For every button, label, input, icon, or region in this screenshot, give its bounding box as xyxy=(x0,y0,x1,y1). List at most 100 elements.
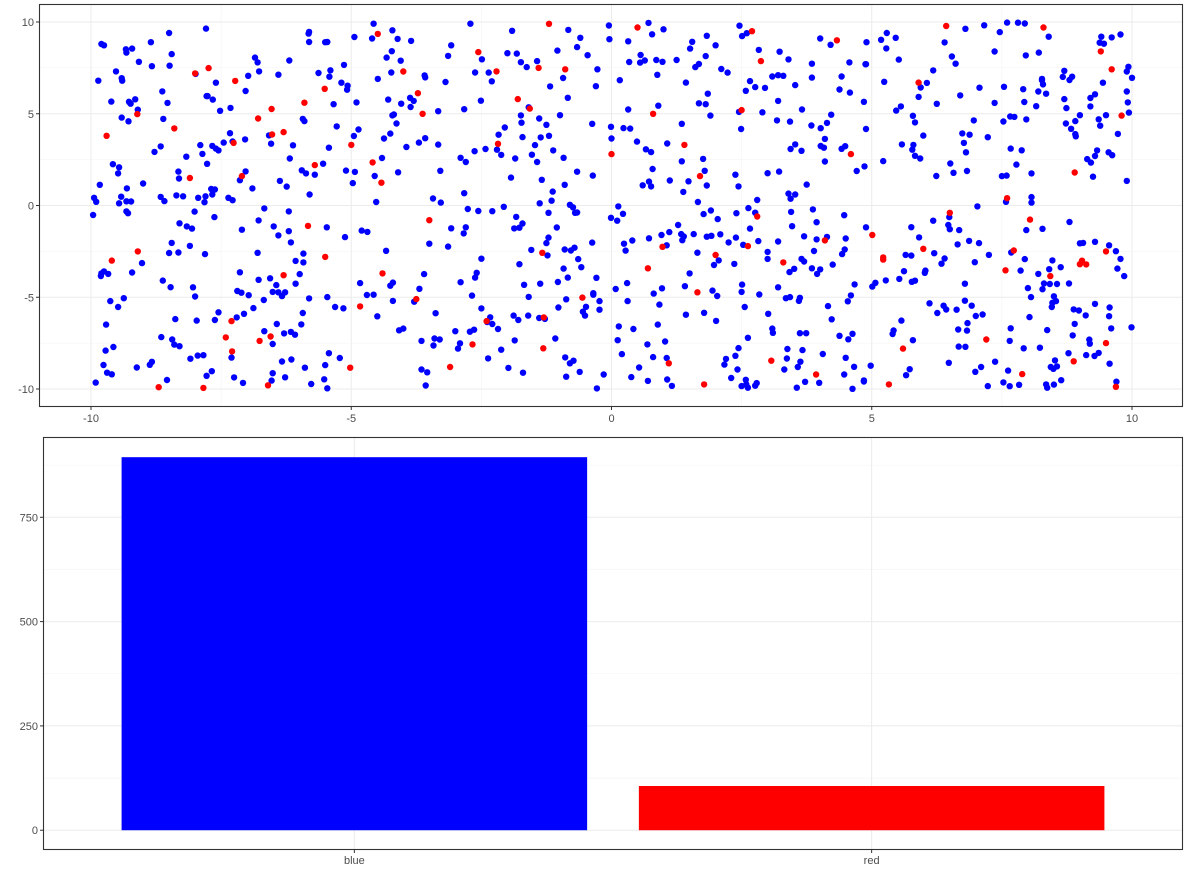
red-point xyxy=(514,95,521,103)
blue-point xyxy=(208,368,215,375)
blue-point xyxy=(605,22,613,29)
red-point xyxy=(608,150,615,158)
blue-point xyxy=(1072,117,1079,125)
red-point xyxy=(356,303,364,310)
blue-point xyxy=(808,74,816,81)
blue-point xyxy=(813,236,820,243)
blue-point xyxy=(275,232,282,239)
blue-point xyxy=(849,330,856,337)
blue-point xyxy=(1061,95,1068,103)
blue-point xyxy=(1063,104,1070,112)
blue-point xyxy=(566,360,574,367)
blue-point xyxy=(325,350,333,357)
red-point xyxy=(562,66,569,73)
blue-point xyxy=(715,257,722,264)
blue-point xyxy=(746,225,754,232)
blue-point xyxy=(788,223,796,230)
blue-point xyxy=(808,60,816,67)
blue-point xyxy=(471,274,479,281)
blue-point xyxy=(639,182,646,189)
blue-point xyxy=(268,377,275,384)
blue-point xyxy=(387,130,394,137)
blue-point xyxy=(722,355,730,363)
blue-point xyxy=(682,79,690,86)
blue-point xyxy=(984,382,991,390)
blue-point xyxy=(644,377,652,385)
blue-point xyxy=(96,181,104,188)
blue-point xyxy=(211,186,219,193)
blue-point xyxy=(1121,272,1128,280)
blue-point xyxy=(592,83,600,90)
blue-point xyxy=(791,265,798,272)
blue-point xyxy=(761,84,769,92)
blue-point xyxy=(536,200,543,207)
blue-point xyxy=(744,334,752,341)
blue-point xyxy=(1026,313,1033,321)
red-point xyxy=(540,345,547,352)
red-point xyxy=(311,161,318,169)
blue-point xyxy=(495,131,502,138)
blue-point xyxy=(945,359,952,366)
blue-point xyxy=(280,330,288,337)
blue-point xyxy=(1108,34,1115,41)
blue-point xyxy=(176,220,183,227)
blue-point xyxy=(800,258,808,265)
blue-point xyxy=(593,274,600,281)
blue-point xyxy=(659,58,666,65)
blue-point xyxy=(168,50,175,58)
blue-point xyxy=(517,59,525,66)
blue-point xyxy=(1003,19,1011,26)
blue-point xyxy=(560,154,567,161)
blue-point xyxy=(1000,379,1007,386)
blue-point xyxy=(984,134,991,141)
blue-point xyxy=(403,143,410,151)
scatter-chart: -10 -5 0 5 10 -10 -5 0 5 10 xyxy=(18,3,1184,425)
blue-point xyxy=(786,268,793,276)
blue-point xyxy=(844,298,851,305)
blue-point xyxy=(273,281,280,289)
blue-point xyxy=(785,190,792,197)
blue-point xyxy=(549,188,556,195)
blue-point xyxy=(628,373,635,381)
blue-point xyxy=(783,355,791,362)
blue-point xyxy=(1123,88,1131,95)
blue-point xyxy=(1108,325,1115,332)
blue-point xyxy=(324,385,331,392)
red-point xyxy=(155,384,162,391)
blue-point xyxy=(872,279,879,286)
blue-point xyxy=(1006,337,1013,345)
y-tick-label: 10 xyxy=(22,17,34,29)
blue-point xyxy=(168,239,175,247)
blue-point xyxy=(1114,265,1121,272)
blue-point xyxy=(388,69,395,76)
blue-point xyxy=(260,296,267,304)
blue-point xyxy=(183,153,190,160)
blue-point xyxy=(963,167,971,175)
blue-point xyxy=(478,305,485,312)
blue-point xyxy=(566,201,574,208)
blue-point xyxy=(735,183,742,190)
blue-point xyxy=(703,32,710,39)
blue-point xyxy=(1093,147,1101,154)
blue-point xyxy=(336,354,343,362)
blue-point xyxy=(1044,326,1051,334)
y-tick-label: 5 xyxy=(28,109,34,121)
blue-point xyxy=(461,106,468,113)
blue-point xyxy=(991,358,999,365)
blue-point xyxy=(1091,238,1099,245)
blue-point xyxy=(1106,360,1113,367)
blue-point xyxy=(435,108,442,115)
blue-point xyxy=(358,227,365,234)
blue-point xyxy=(977,363,985,371)
blue-point xyxy=(1014,19,1022,26)
blue-point xyxy=(227,104,234,112)
blue-point xyxy=(703,182,710,189)
blue-point xyxy=(494,325,502,333)
blue-point xyxy=(644,341,651,348)
blue-point xyxy=(1046,266,1053,273)
blue-point xyxy=(787,208,795,216)
blue-point xyxy=(175,249,182,256)
red-point xyxy=(280,128,287,136)
blue-point xyxy=(841,212,848,219)
blue-point xyxy=(89,211,97,219)
